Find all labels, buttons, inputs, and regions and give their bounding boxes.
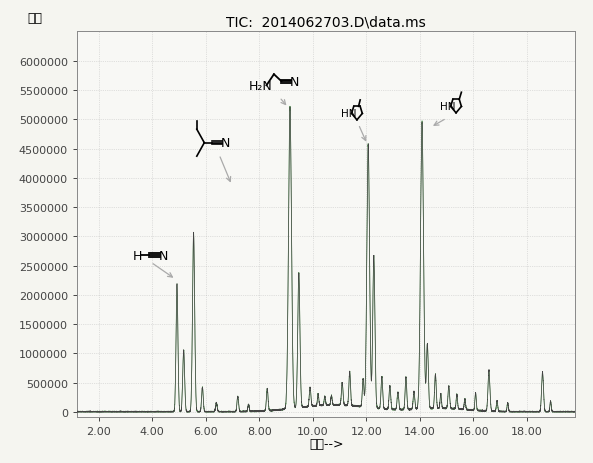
Text: H: H — [133, 249, 142, 262]
Text: HN: HN — [440, 102, 456, 112]
Text: HN: HN — [341, 109, 356, 119]
Text: N: N — [289, 75, 299, 88]
Title: TIC:  2014062703.D\data.ms: TIC: 2014062703.D\data.ms — [227, 16, 426, 30]
Text: N: N — [221, 137, 231, 150]
Text: H₂N: H₂N — [248, 80, 272, 93]
Text: 丰度: 丰度 — [27, 12, 42, 25]
Text: N: N — [159, 249, 168, 262]
X-axis label: 时间-->: 时间--> — [309, 437, 343, 450]
